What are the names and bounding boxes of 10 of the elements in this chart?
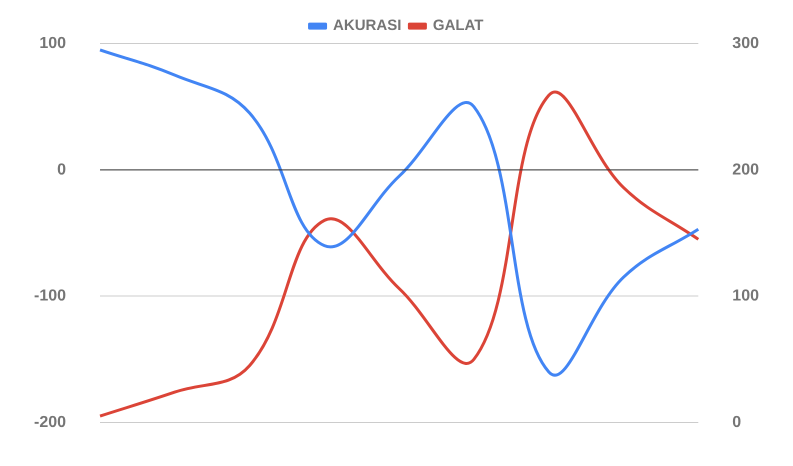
y2-tick-label: 300 [732,35,760,52]
y-tick-label: 0 [57,161,66,178]
legend-label: AKURASI [333,17,402,34]
y-tick-label: 100 [39,35,66,52]
y-tick-label: -200 [34,414,66,431]
y2-tick-label: 200 [732,161,760,178]
y-tick-label: -100 [34,288,66,305]
legend-label: GALAT [432,17,484,34]
y2-tick-label: 100 [732,288,760,305]
y2-tick-label: 0 [732,414,742,431]
